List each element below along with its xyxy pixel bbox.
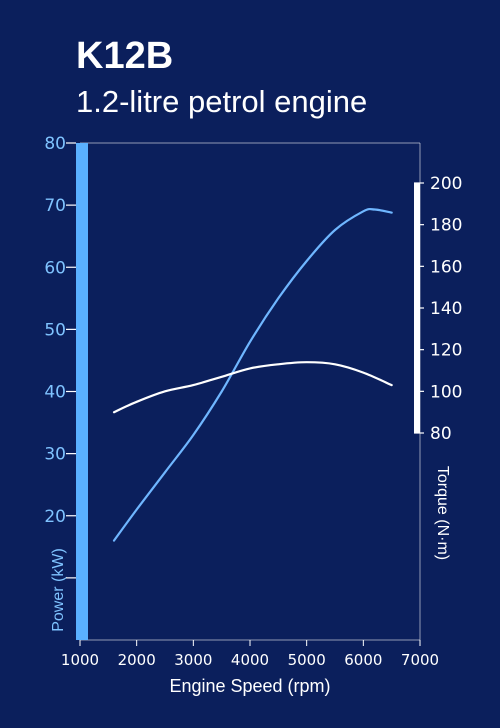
y-right-tick-label: 100	[430, 382, 462, 402]
chart-subtitle: 1.2-litre petrol engine	[76, 84, 367, 119]
power-axis-bar	[76, 143, 88, 640]
x-tick-label: 6000	[344, 651, 382, 669]
x-tick-label: 2000	[118, 651, 156, 669]
series-layer	[112, 207, 393, 542]
x-axis-label: Engine Speed (rpm)	[169, 676, 330, 696]
y-right-tick-label: 120	[430, 341, 462, 361]
y-left-tick-label: 50	[44, 320, 66, 340]
y-left-tick-label: 70	[44, 196, 66, 216]
y-right-tick-label: 140	[430, 299, 462, 319]
y-left-tick-label: 80	[44, 134, 66, 154]
y-left-tick-label: 60	[44, 258, 66, 278]
y-left-tick-label: 20	[44, 507, 66, 527]
x-tick-label: 7000	[401, 651, 439, 669]
ticks-layer: 1000 2000 3000 4000 5000 6000 7000 20 30 40 50 60 70…	[44, 134, 462, 669]
y-left-tick-label: 40	[44, 383, 66, 403]
torque-curve	[112, 361, 393, 414]
x-tick-label: 4000	[231, 651, 269, 669]
y-right-axis-label: Torque (N·m)	[434, 466, 451, 560]
x-tick-label: 5000	[288, 651, 326, 669]
y-left-axis-label: Power (kW)	[50, 548, 67, 632]
power-curve	[112, 207, 393, 542]
chart-title: K12B	[76, 35, 173, 77]
x-tick-label: 3000	[174, 651, 212, 669]
y-right-tick-label: 180	[430, 216, 462, 236]
x-tick-label: 1000	[61, 651, 99, 669]
y-right-tick-label: 200	[430, 174, 462, 194]
y-right-tick-label: 80	[430, 424, 452, 444]
y-right-tick-label: 160	[430, 257, 462, 277]
y-left-tick-label: 30	[44, 445, 66, 465]
